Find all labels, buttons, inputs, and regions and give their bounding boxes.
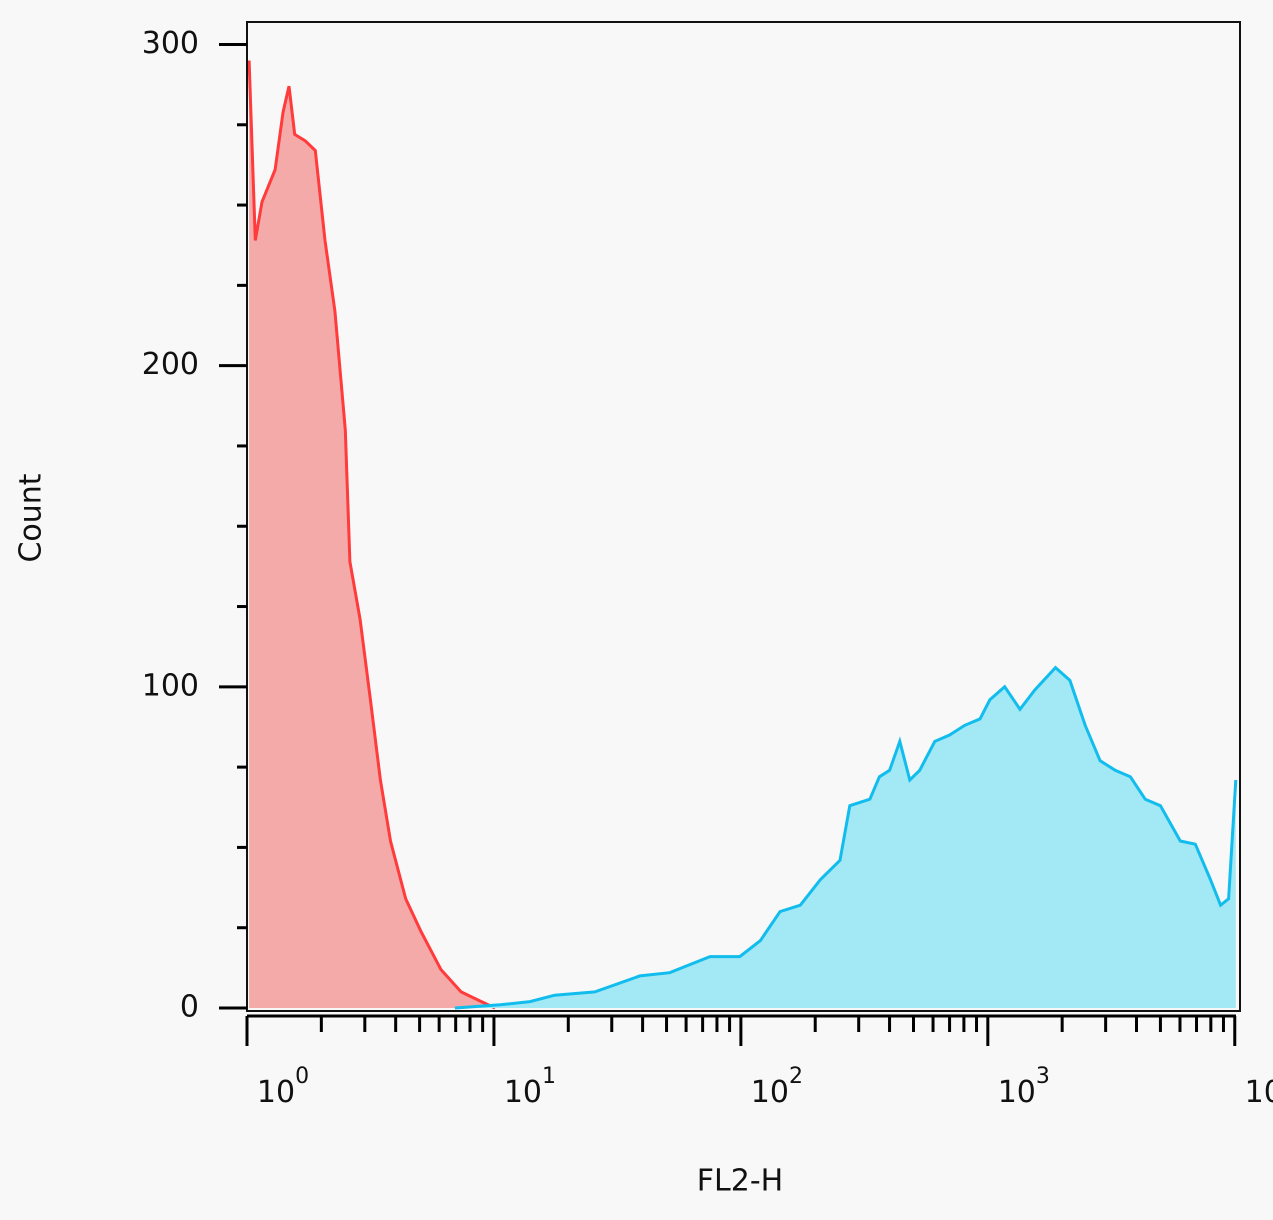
y-axis-label: Count bbox=[14, 473, 49, 562]
x-tick-base: 10 bbox=[257, 1075, 295, 1110]
y-tick-label: 0 bbox=[180, 990, 199, 1025]
x-axis-label: FL2-H bbox=[697, 1164, 783, 1199]
x-tick-base: 10 bbox=[1245, 1075, 1273, 1110]
area bbox=[249, 60, 495, 1008]
line bbox=[454, 665, 1238, 1010]
y-tick-label: 300 bbox=[142, 26, 199, 61]
x-tick-base: 10 bbox=[504, 1075, 542, 1110]
x-tick-exponent: 2 bbox=[789, 1064, 803, 1089]
x-tick-exponent: 3 bbox=[1036, 1064, 1050, 1089]
x-tick-base: 10 bbox=[751, 1075, 789, 1110]
plot-frame bbox=[246, 21, 1241, 1012]
x-tick-label: 104 bbox=[1245, 1064, 1273, 1110]
x-tick-exponent: 0 bbox=[295, 1064, 309, 1089]
x-tick-base: 10 bbox=[998, 1075, 1036, 1110]
line bbox=[247, 60, 496, 1010]
x-tick-label: 100 bbox=[257, 1064, 309, 1110]
y-tick-label: 200 bbox=[142, 347, 199, 382]
y-tick-label: 100 bbox=[142, 668, 199, 703]
x-tick-label: 101 bbox=[504, 1064, 556, 1110]
x-tick-label: 103 bbox=[998, 1064, 1050, 1110]
x-tick-exponent: 1 bbox=[542, 1064, 556, 1089]
x-tick-label: 102 bbox=[751, 1064, 803, 1110]
